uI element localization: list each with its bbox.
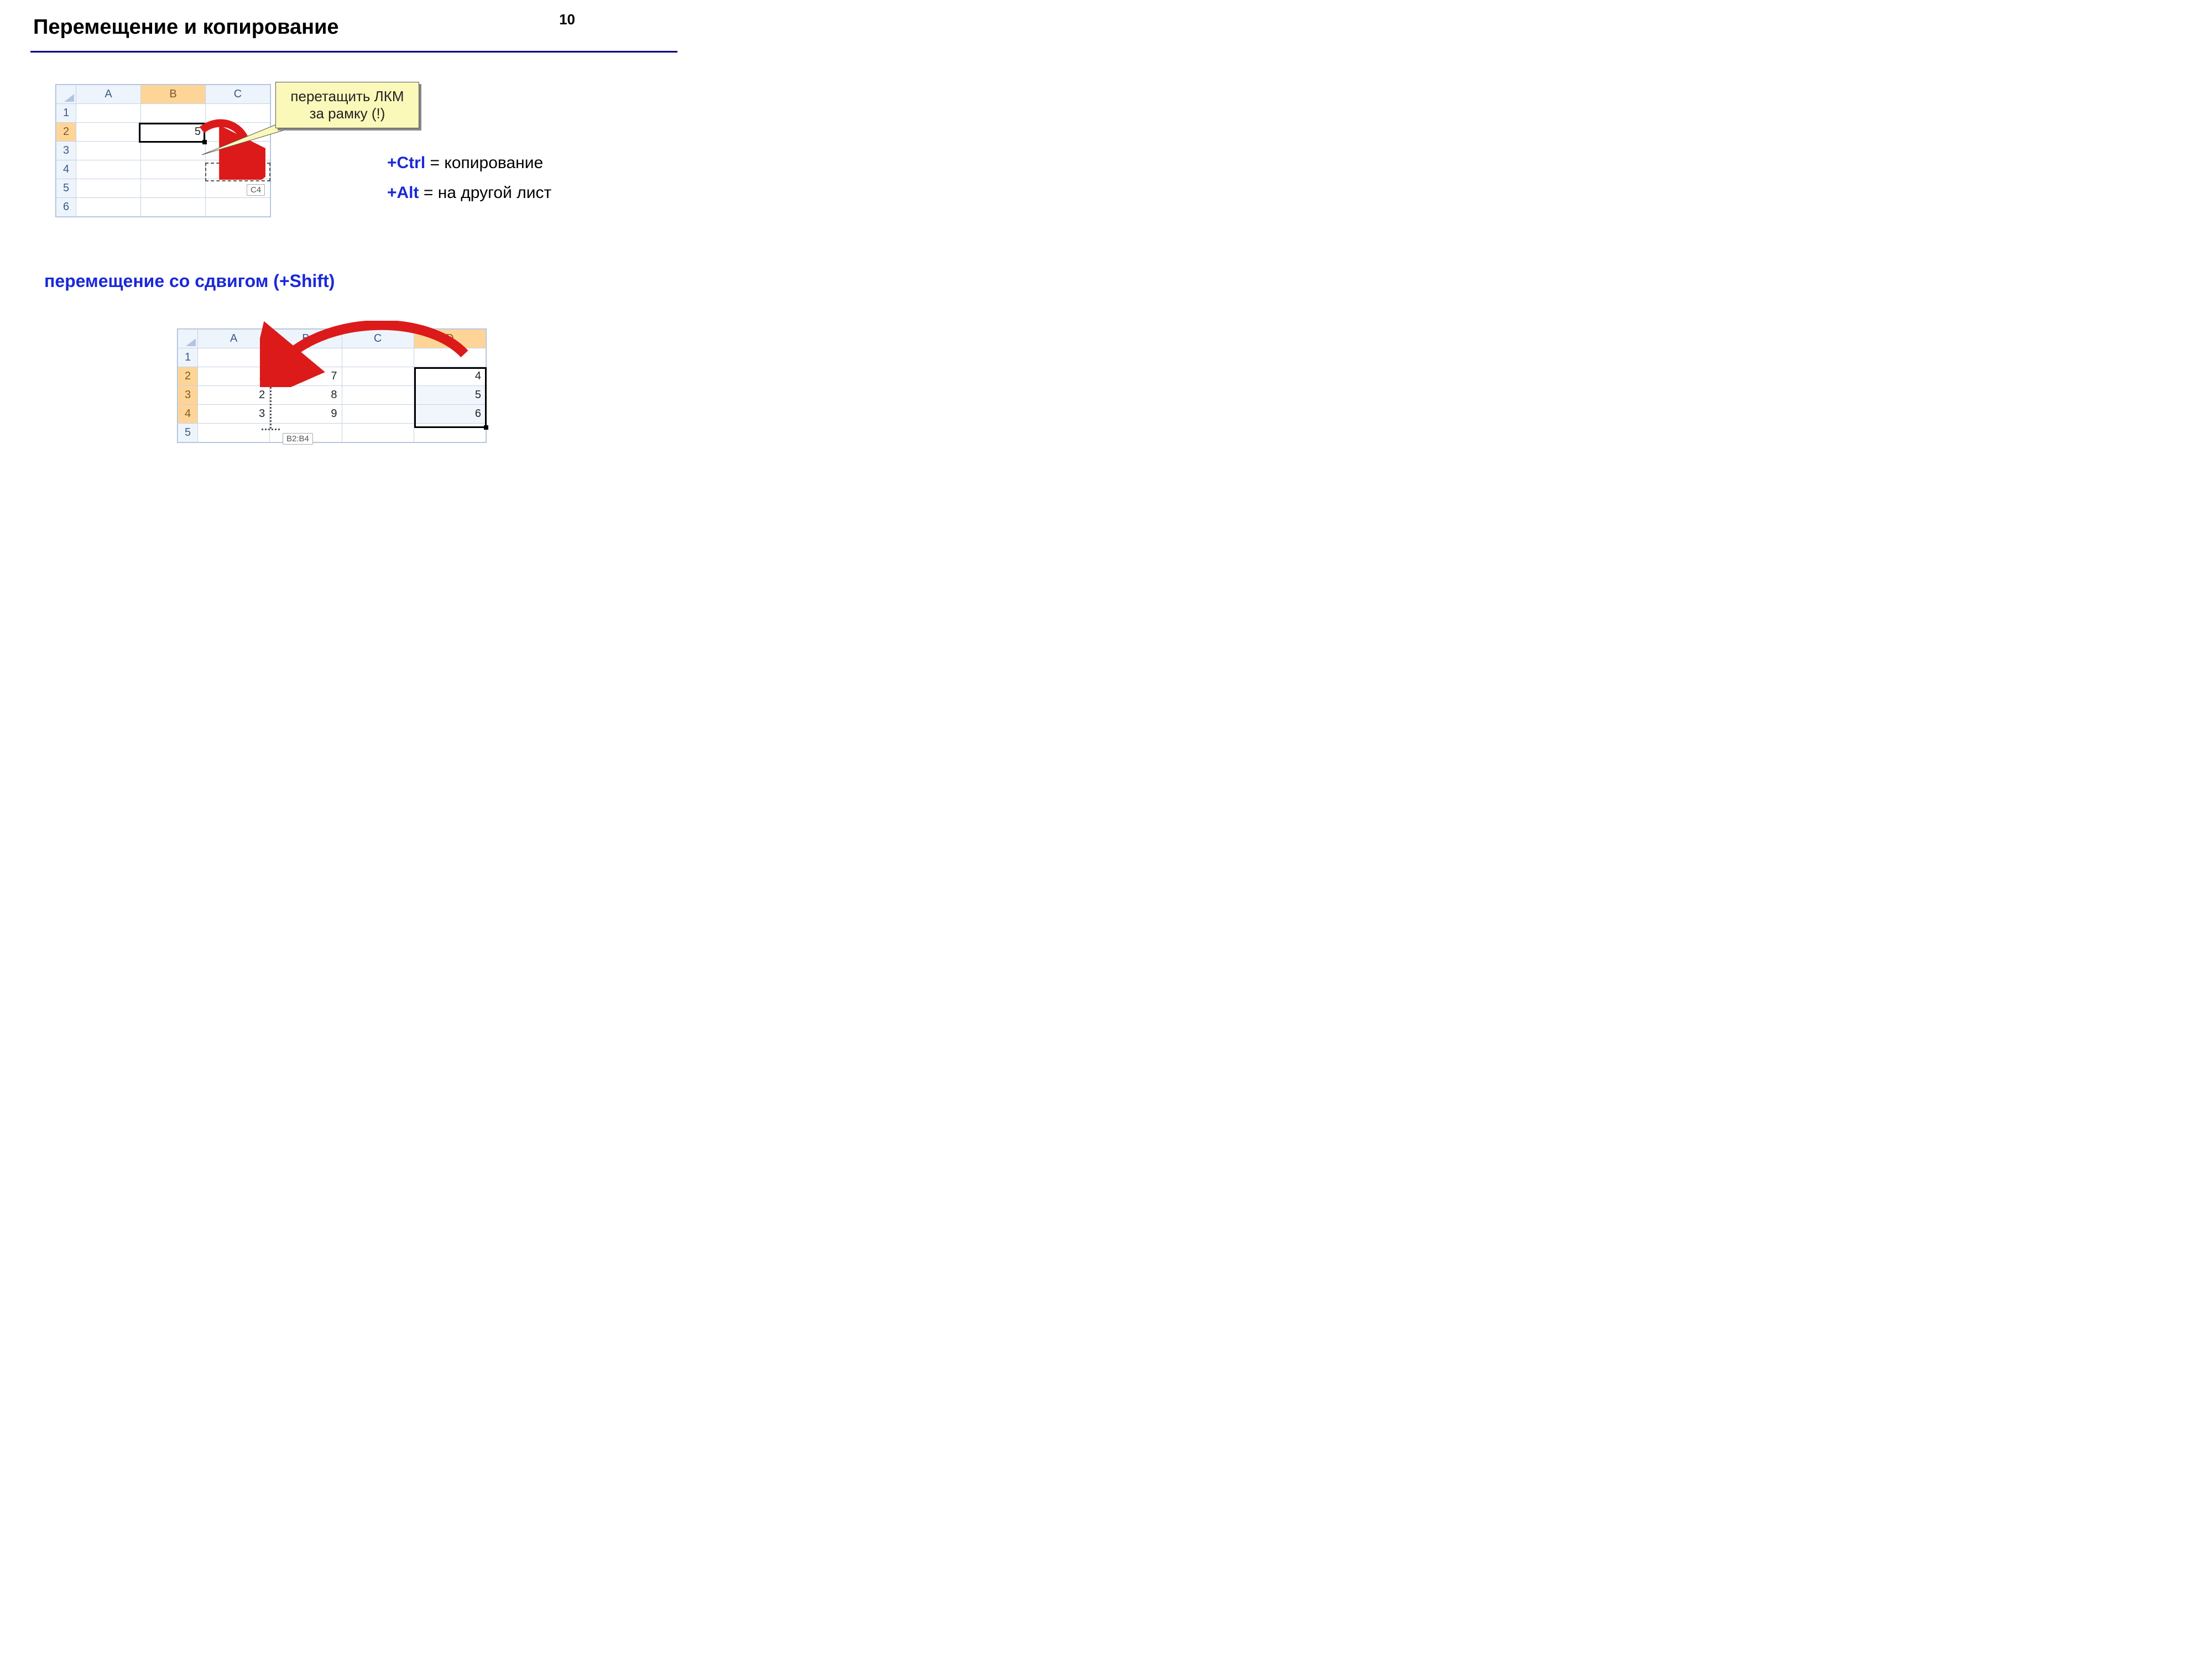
g2-row-4[interactable]: 4	[178, 405, 198, 424]
callout-line2: за рамку (!)	[310, 105, 385, 122]
g2-col-c[interactable]: C	[342, 330, 414, 348]
row-header-4[interactable]: 4	[56, 160, 76, 179]
g2-d3[interactable]: 5	[414, 386, 486, 405]
g2-c1[interactable]	[342, 348, 414, 367]
subtitle-shift: перемещение со сдвигом (+Shift)	[44, 271, 335, 291]
g2-c5[interactable]	[342, 424, 414, 442]
cell-b2[interactable]: 5	[141, 123, 206, 142]
g2-a2[interactable]: 1	[198, 367, 270, 386]
g2-drag-tooltip: B2:B4	[283, 433, 313, 445]
g2-b3[interactable]: 8	[270, 386, 342, 405]
g2-col-a[interactable]: A	[198, 330, 270, 348]
excel-grid-1: A B C 1 2 5 3 4	[55, 84, 271, 217]
row-header-1[interactable]: 1	[56, 104, 76, 123]
g2-c4[interactable]	[342, 405, 414, 424]
cell-b6[interactable]	[141, 198, 206, 217]
cell-c3[interactable]	[206, 142, 270, 160]
cell-a6[interactable]	[76, 198, 141, 217]
cell-b1[interactable]	[141, 104, 206, 123]
hint-alt: +Alt = на другой лист	[387, 184, 551, 202]
row-header-2[interactable]: 2	[56, 123, 76, 142]
g2-d1[interactable]	[414, 348, 486, 367]
excel-grid-2: A B C D 1 2 1 7 4 3 2 8	[177, 328, 487, 443]
title-underline	[30, 51, 677, 53]
cell-a3[interactable]	[76, 142, 141, 160]
hint-ctrl: +Ctrl = копирование	[387, 154, 543, 173]
cell-a1[interactable]	[76, 104, 141, 123]
g2-b4[interactable]: 9	[270, 405, 342, 424]
hint-alt-key: +Alt	[387, 184, 419, 202]
hint-ctrl-key: +Ctrl	[387, 154, 425, 172]
g2-a3[interactable]: 2	[198, 386, 270, 405]
cell-a4[interactable]	[76, 160, 141, 179]
drop-target-c4	[205, 163, 270, 181]
g2-d2[interactable]: 4	[414, 367, 486, 386]
row-header-6[interactable]: 6	[56, 198, 76, 217]
g2-row-5[interactable]: 5	[178, 424, 198, 442]
callout-line1: перетащить ЛКМ	[290, 88, 404, 105]
cell-c2[interactable]	[206, 123, 270, 142]
g2-row-3[interactable]: 3	[178, 386, 198, 405]
col-header-a[interactable]: A	[76, 85, 141, 104]
cell-a5[interactable]	[76, 179, 141, 198]
g2-a4[interactable]: 3	[198, 405, 270, 424]
g2-a5[interactable]	[198, 424, 270, 442]
slide-title: Перемещение и копирование	[33, 15, 339, 39]
g2-d5[interactable]	[414, 424, 486, 442]
drag-tooltip-c4: C4	[247, 184, 265, 196]
hint-ctrl-text: = копирование	[425, 154, 543, 172]
g2-row-2[interactable]: 2	[178, 367, 198, 386]
callout-drag-lmb: перетащить ЛКМ за рамку (!)	[275, 82, 419, 128]
col-header-c[interactable]: C	[206, 85, 270, 104]
g2-col-b[interactable]: B	[270, 330, 342, 348]
g2-col-d[interactable]: D	[414, 330, 486, 348]
cell-c6[interactable]	[206, 198, 270, 217]
hint-alt-text: = на другой лист	[419, 184, 552, 202]
g2-d4[interactable]: 6	[414, 405, 486, 424]
col-header-b[interactable]: B	[141, 85, 206, 104]
fill-handle-b2[interactable]	[202, 140, 207, 144]
cell-b3[interactable]	[141, 142, 206, 160]
g2-fill-handle[interactable]	[484, 425, 488, 430]
row-header-5[interactable]: 5	[56, 179, 76, 198]
g2-select-all-corner[interactable]	[178, 330, 198, 348]
cell-b4[interactable]	[141, 160, 206, 179]
g2-a1[interactable]	[198, 348, 270, 367]
cell-a2[interactable]	[76, 123, 141, 142]
select-all-corner[interactable]	[56, 85, 76, 104]
cell-b5[interactable]	[141, 179, 206, 198]
g2-b2[interactable]: 7	[270, 367, 342, 386]
row-header-3[interactable]: 3	[56, 142, 76, 160]
g2-row-1[interactable]: 1	[178, 348, 198, 367]
cell-c1[interactable]	[206, 104, 270, 123]
page-number: 10	[559, 11, 575, 28]
g2-c2[interactable]	[342, 367, 414, 386]
g2-b1[interactable]	[270, 348, 342, 367]
g2-c3[interactable]	[342, 386, 414, 405]
